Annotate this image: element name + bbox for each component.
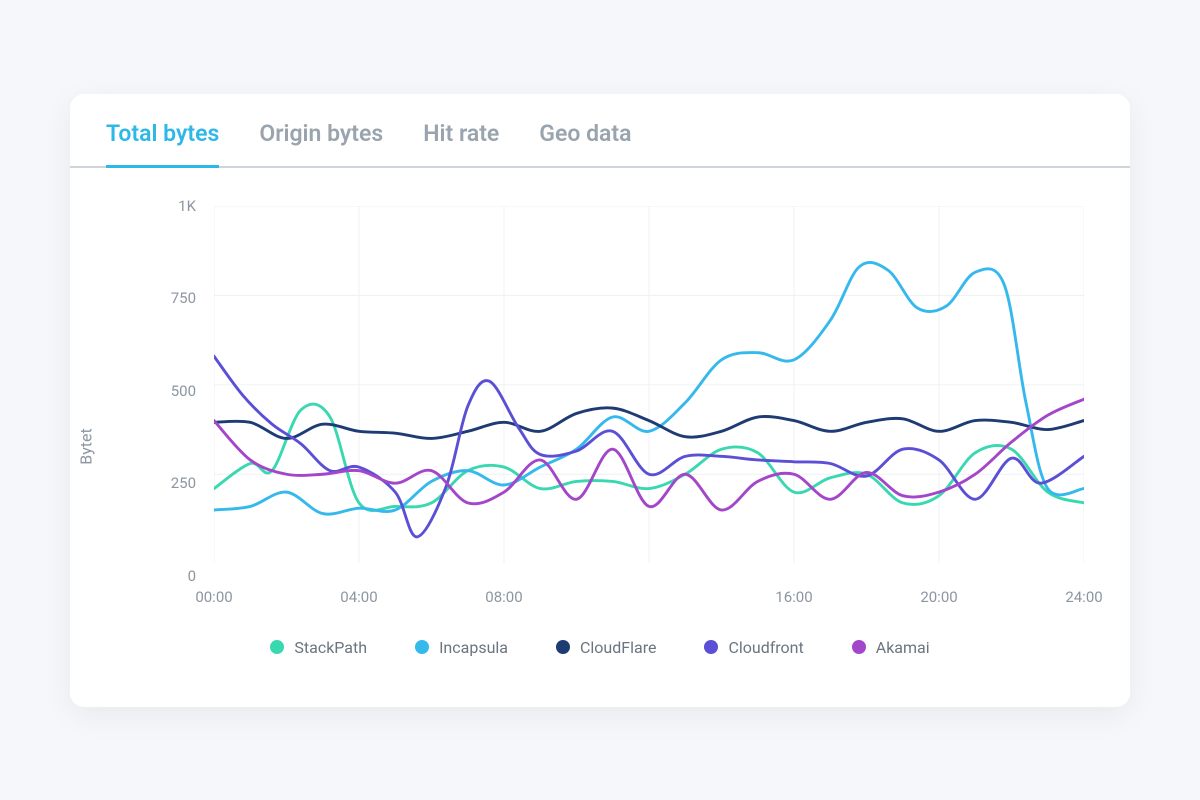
x-tick: 00:00: [195, 588, 232, 606]
legend-label: Incapsula: [439, 638, 508, 657]
line-chart: [214, 206, 1084, 564]
legend-item-incapsula[interactable]: Incapsula: [415, 638, 508, 657]
y-tick: 0: [146, 567, 196, 585]
y-tick: 1K: [146, 197, 196, 215]
y-axis-label: Bytet: [77, 428, 96, 465]
tab-total-bytes[interactable]: Total bytes: [106, 120, 219, 168]
legend-label: Cloudfront: [728, 638, 803, 657]
x-tick: 20:00: [920, 588, 957, 606]
legend-dot-icon: [852, 640, 866, 654]
x-tick: 24:00: [1065, 588, 1102, 606]
y-tick: 250: [146, 474, 196, 492]
tab-hit-rate[interactable]: Hit rate: [423, 120, 499, 168]
legend-dot-icon: [704, 640, 718, 654]
x-tick: 16:00: [775, 588, 812, 606]
chart-container: Bytet 02505007501K 00:0004:0008:0016:002…: [70, 168, 1130, 707]
y-axis-ticks: 02505007501K: [156, 206, 206, 576]
tab-bar: Total bytes Origin bytes Hit rate Geo data: [70, 94, 1130, 168]
y-tick: 750: [146, 289, 196, 307]
tab-geo-data[interactable]: Geo data: [539, 120, 631, 168]
legend-dot-icon: [270, 640, 284, 654]
legend-dot-icon: [556, 640, 570, 654]
legend-item-stackpath[interactable]: StackPath: [270, 638, 367, 657]
legend-label: Akamai: [876, 638, 930, 657]
legend-dot-icon: [415, 640, 429, 654]
x-axis-ticks: 00:0004:0008:0016:0020:0024:00: [214, 588, 1084, 618]
x-tick: 08:00: [485, 588, 522, 606]
legend-label: StackPath: [294, 638, 367, 657]
y-tick: 500: [146, 382, 196, 400]
legend-item-akamai[interactable]: Akamai: [852, 638, 930, 657]
legend-item-cloudfront[interactable]: Cloudfront: [704, 638, 803, 657]
x-tick: 04:00: [340, 588, 377, 606]
chart-legend: StackPath Incapsula CloudFlare Cloudfront Ak…: [106, 618, 1094, 687]
chart-area: 02505007501K: [166, 206, 1084, 576]
analytics-card: Total bytesOrigin bytesHit rateGeo data …: [70, 94, 1130, 707]
tab-origin-bytes[interactable]: Origin bytes: [259, 120, 383, 168]
legend-label: CloudFlare: [580, 638, 656, 657]
legend-item-cloudflare[interactable]: CloudFlare: [556, 638, 656, 657]
